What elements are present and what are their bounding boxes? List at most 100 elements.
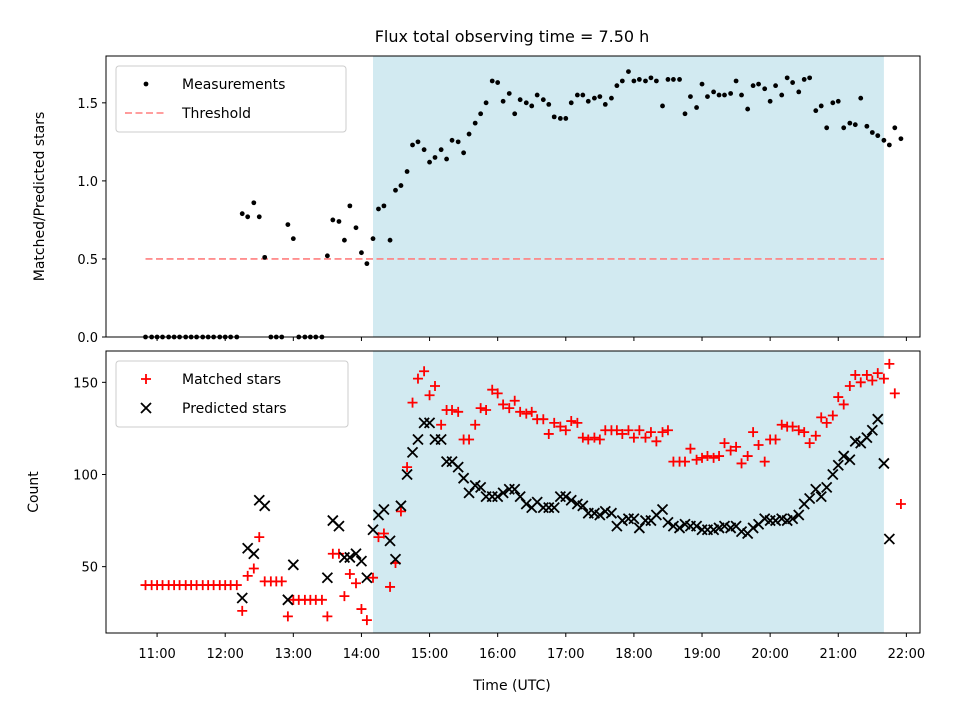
measurement-point: [592, 95, 597, 101]
measurement-point: [665, 77, 671, 82]
matched-star-point: [833, 392, 844, 403]
bottom-y-axis-title: Count: [26, 471, 42, 513]
matched-star-point: [492, 388, 503, 399]
measurement-point: [722, 92, 727, 98]
measurement-point: [716, 92, 722, 98]
matched-star-point: [470, 419, 481, 430]
predicted-star-point: [844, 454, 856, 466]
predicted-star-point: [344, 551, 356, 564]
matched-star-point: [816, 412, 827, 423]
bottom-y-tick-label: 150: [73, 376, 98, 391]
predicted-star-point: [509, 483, 521, 495]
predicted-star-point: [287, 559, 299, 571]
measurement-point: [750, 83, 756, 89]
matched-star-point: [254, 532, 265, 543]
matched-star-point: [810, 430, 821, 441]
predicted-star-point: [883, 533, 895, 545]
legend-label: Predicted stars: [182, 401, 287, 417]
matched-star-point: [844, 381, 855, 392]
predicted-star-point: [338, 551, 351, 564]
matched-star-point: [333, 548, 344, 559]
measurement-point: [733, 78, 739, 84]
measurement-point: [551, 114, 557, 120]
predicted-star-point: [378, 503, 390, 516]
predicted-star-point: [475, 481, 487, 494]
legend-label: Matched stars: [182, 372, 281, 388]
predicted-star-point: [667, 520, 680, 532]
measurement-point: [342, 237, 347, 243]
measurement-point: [393, 187, 398, 193]
measurement-point: [801, 77, 807, 82]
measurement-point: [705, 94, 710, 99]
matched-star-point: [628, 432, 639, 443]
x-axis-title: Time (UTC): [472, 678, 550, 694]
matched-star-point: [453, 406, 464, 417]
measurement-point: [251, 200, 257, 206]
matched-star-point: [889, 388, 900, 399]
legend-label: Threshold: [181, 106, 251, 122]
matched-star-point: [481, 404, 492, 415]
measurement-point: [432, 155, 438, 160]
x-tick-label: 21:00: [820, 647, 857, 662]
measurement-point: [699, 81, 705, 87]
matched-star-point: [776, 419, 787, 430]
measurement-point: [444, 156, 449, 162]
predicted-star-point: [497, 487, 509, 499]
matched-star-point: [719, 438, 730, 449]
measurement-point: [614, 83, 620, 89]
matched-star-point: [657, 427, 668, 438]
predicted-star-point: [810, 483, 822, 495]
measurement-point: [784, 75, 790, 81]
matched-star-point: [697, 452, 708, 463]
bottom-legend: Matched stars Predicted stars: [115, 360, 349, 428]
measurement-point: [353, 225, 359, 231]
top-legend: Measurements Threshold: [115, 65, 347, 133]
predicted-star-point: [605, 507, 618, 519]
measurement-point: [728, 91, 734, 96]
matched-star-point: [731, 441, 742, 452]
x-tick-label: 20:00: [751, 647, 788, 662]
bottom-y-tick-label: 100: [73, 468, 98, 483]
measurement-point: [773, 83, 778, 89]
matched-star-point: [464, 434, 475, 445]
measurement-point: [546, 101, 552, 107]
measurement-point: [523, 100, 529, 106]
measurement-point: [682, 111, 688, 117]
predicted-star-point: [282, 594, 294, 606]
figure-title: Flux total observing time = 7.50 h: [375, 27, 650, 46]
predicted-star-point: [401, 468, 413, 481]
predicted-star-point: [457, 472, 470, 484]
matched-star-point: [617, 428, 628, 439]
matched-star-point: [339, 591, 350, 602]
matched-star-point: [748, 427, 759, 438]
measurement-point: [602, 101, 608, 107]
matched-star-point: [509, 395, 520, 406]
measurement-point: [574, 92, 580, 98]
predicted-star-point: [793, 509, 805, 521]
measurement-point: [466, 131, 472, 137]
measurement-point: [455, 139, 461, 145]
matched-star-point: [662, 425, 673, 436]
measurement-point: [415, 139, 421, 145]
matched-star-point: [872, 368, 883, 379]
measurement-point: [534, 92, 540, 98]
matched-star-point: [679, 456, 690, 467]
predicted-star-point: [832, 459, 844, 471]
measurement-point: [580, 92, 586, 98]
matched-star-point: [248, 563, 259, 574]
measurement-point: [472, 120, 478, 126]
legend-marker-matched: [141, 374, 151, 384]
matched-star-point: [861, 369, 872, 380]
matched-star-point: [878, 373, 889, 384]
predicted-star-point: [662, 516, 674, 529]
measurement-point: [847, 120, 853, 126]
measurement-point: [597, 94, 603, 99]
matched-star-point: [361, 615, 372, 626]
matched-star-point: [344, 569, 355, 580]
matched-star-point: [555, 421, 566, 432]
matched-star-point: [412, 373, 423, 384]
matched-star-point: [884, 358, 895, 369]
matched-star-point: [821, 417, 832, 428]
predicted-star-point: [769, 514, 782, 527]
